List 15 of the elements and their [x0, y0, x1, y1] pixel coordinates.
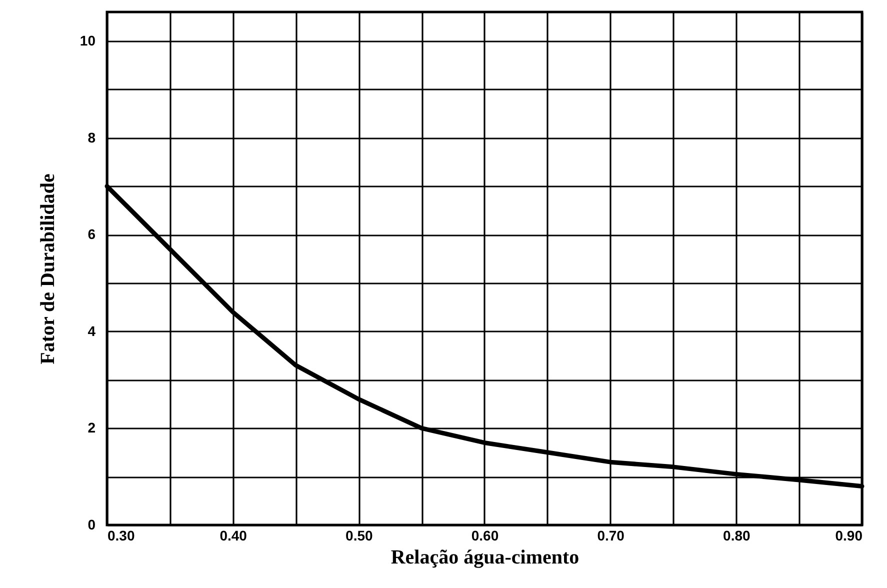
x-tick-label: 0.50	[346, 528, 374, 544]
y-tick-label: 6	[88, 226, 96, 242]
y-tick-label: 0	[88, 516, 96, 532]
x-tick-label: 0.60	[471, 528, 499, 544]
y-axis-title: Fator de Durabilidade	[36, 174, 59, 364]
x-tick-label: 0.90	[835, 528, 863, 544]
y-tick-label: 8	[88, 129, 96, 146]
x-tick-label: 0.30	[108, 528, 135, 544]
y-tick-label: 2	[88, 420, 96, 436]
x-tick-label: 0.80	[723, 528, 751, 544]
x-tick-label: 0.40	[220, 528, 248, 544]
x-tick-label: 0.70	[597, 528, 625, 544]
y-tick-label: 10	[80, 32, 96, 49]
x-axis-title: Relação água-cimento	[390, 546, 580, 568]
y-tick-label: 4	[88, 322, 96, 339]
